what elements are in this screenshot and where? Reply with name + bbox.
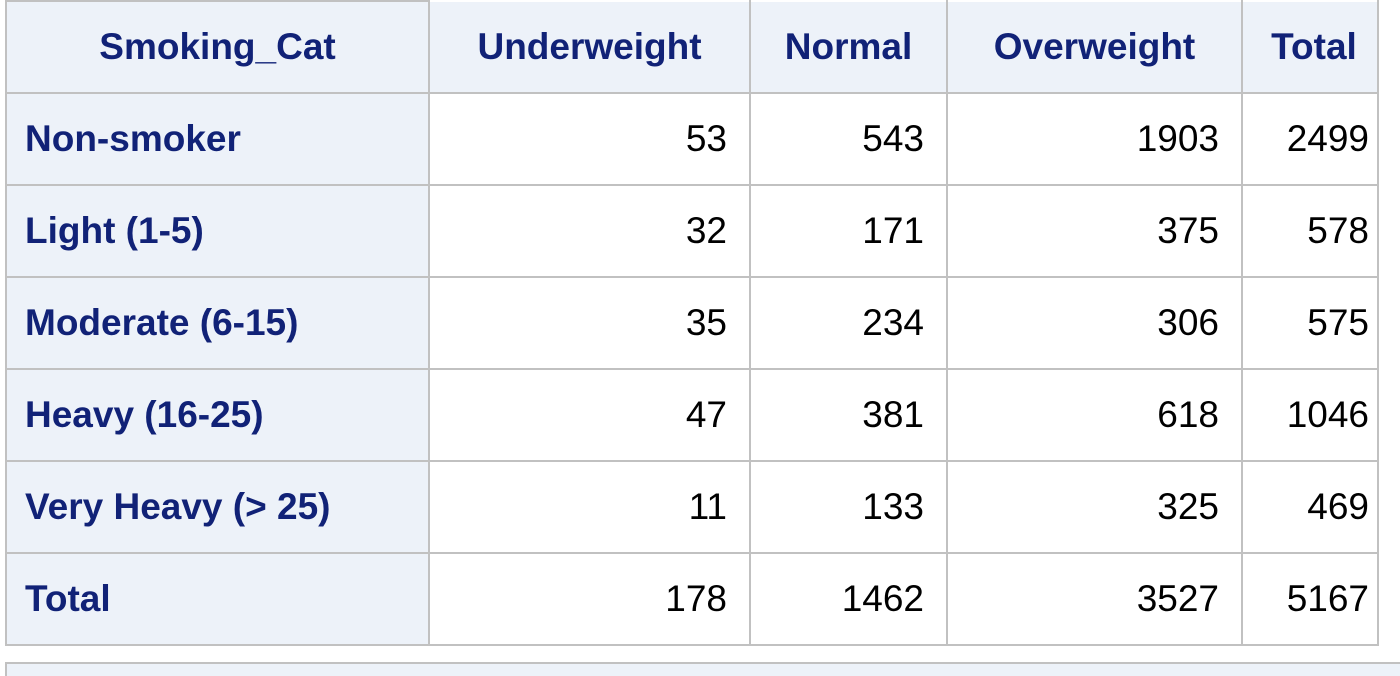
- row-header: Light (1-5): [5, 184, 430, 278]
- table-cell: 325: [946, 460, 1243, 554]
- row-header: Non-smoker: [5, 92, 430, 186]
- row-header: Total: [5, 552, 430, 646]
- table-header-row: Smoking_Cat Underweight Normal Overweigh…: [5, 0, 1379, 94]
- table-row: Light (1-5) 32 171 375 578: [5, 184, 1379, 278]
- table-cell: 11: [428, 460, 751, 554]
- table-row-total: Total 178 1462 3527 5167: [5, 552, 1379, 646]
- table-cell: 133: [749, 460, 948, 554]
- table-cell: 381: [749, 368, 948, 462]
- table-cell: 375: [946, 184, 1243, 278]
- row-header: Moderate (6-15): [5, 276, 430, 370]
- table-cell: 171: [749, 184, 948, 278]
- column-header-overweight: Overweight: [946, 0, 1243, 94]
- table-cell: 3527: [946, 552, 1243, 646]
- table-row: Very Heavy (> 25) 11 133 325 469: [5, 460, 1379, 554]
- table-row: Non-smoker 53 543 1903 2499: [5, 92, 1379, 186]
- row-header: Very Heavy (> 25): [5, 460, 430, 554]
- table-cell: 32: [428, 184, 751, 278]
- column-header-normal: Normal: [749, 0, 948, 94]
- table-cell: 53: [428, 92, 751, 186]
- table-cell: 1903: [946, 92, 1243, 186]
- row-variable-header: Smoking_Cat: [5, 0, 430, 94]
- row-header: Heavy (16-25): [5, 368, 430, 462]
- table-cell: 543: [749, 92, 948, 186]
- table-cell: 178: [428, 552, 751, 646]
- table-cell: 35: [428, 276, 751, 370]
- table-row: Heavy (16-25) 47 381 618 1046: [5, 368, 1379, 462]
- table-cell: 469: [1241, 460, 1379, 554]
- table-cell: 234: [749, 276, 948, 370]
- table-cell: 575: [1241, 276, 1379, 370]
- table-cell: 47: [428, 368, 751, 462]
- column-header-total: Total: [1241, 0, 1379, 94]
- table-cell: 1462: [749, 552, 948, 646]
- table-cell: 618: [946, 368, 1243, 462]
- table-cell: 5167: [1241, 552, 1379, 646]
- crosstab-table: Smoking_Cat Underweight Normal Overweigh…: [5, 0, 1379, 646]
- column-header-underweight: Underweight: [428, 0, 751, 94]
- table-cell: 2499: [1241, 92, 1379, 186]
- table-cell: 306: [946, 276, 1243, 370]
- table-cell: 578: [1241, 184, 1379, 278]
- table-footer-strip: [5, 662, 1400, 676]
- table-cell: 1046: [1241, 368, 1379, 462]
- table-row: Moderate (6-15) 35 234 306 575: [5, 276, 1379, 370]
